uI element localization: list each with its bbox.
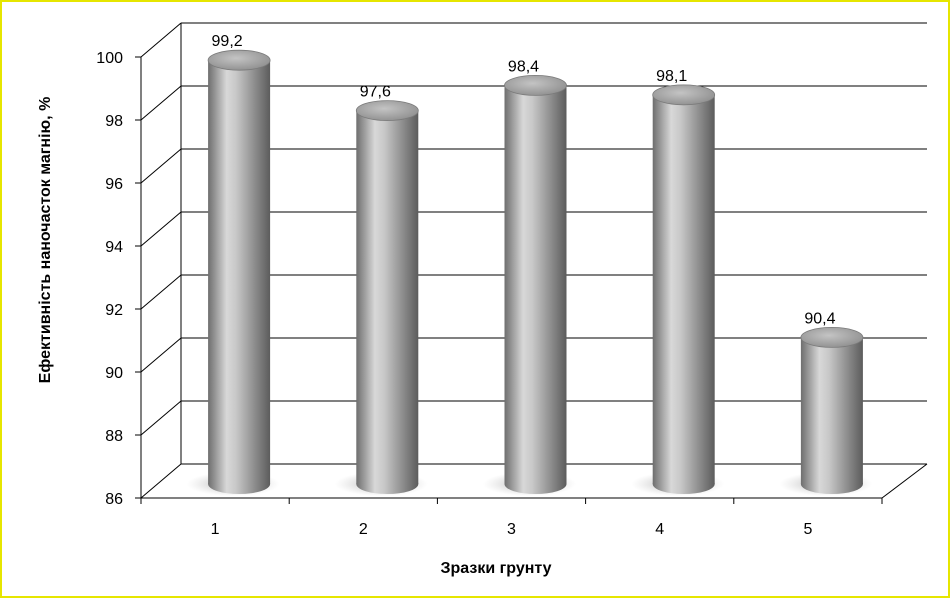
bar-base bbox=[208, 474, 271, 494]
data-label: 99,2 bbox=[212, 33, 243, 50]
data-label: 90,4 bbox=[804, 310, 835, 327]
y-tick-label: 92 bbox=[105, 302, 123, 319]
axes-layer bbox=[135, 23, 928, 504]
data-label: 98,4 bbox=[508, 58, 539, 75]
floor-right-edge bbox=[881, 463, 928, 499]
gridline-side bbox=[140, 274, 182, 310]
bar-base bbox=[800, 474, 863, 494]
bar-top bbox=[207, 49, 271, 71]
y-tick-label: 88 bbox=[105, 428, 123, 445]
x-tick-label: 2 bbox=[359, 521, 368, 538]
y-tick-label: 90 bbox=[105, 365, 123, 382]
x-axis-title: Зразки грунту bbox=[440, 560, 551, 577]
x-tick-label: 5 bbox=[803, 521, 812, 538]
gridline-side bbox=[140, 337, 182, 373]
y-axis-title: Ефективність наночасток магнію, % bbox=[37, 97, 54, 384]
y-tick-label: 100 bbox=[96, 50, 123, 67]
gridline-side bbox=[140, 22, 182, 58]
gridline-side bbox=[140, 463, 182, 499]
data-label: 98,1 bbox=[656, 68, 687, 85]
bar-3 bbox=[483, 75, 576, 496]
bar-4 bbox=[631, 84, 725, 496]
bar-top bbox=[355, 100, 419, 121]
x-tick-label: 1 bbox=[211, 521, 220, 538]
bar-2 bbox=[334, 100, 428, 496]
gridline-side bbox=[140, 400, 182, 436]
bar-body bbox=[208, 60, 271, 484]
bar-base bbox=[504, 474, 567, 494]
data-label: 97,6 bbox=[360, 84, 391, 101]
bar-top bbox=[652, 84, 716, 106]
bar-body bbox=[504, 85, 567, 485]
gridline-side bbox=[140, 85, 182, 121]
bars bbox=[186, 49, 873, 496]
gridline-side bbox=[140, 148, 182, 184]
y-tick-label: 94 bbox=[105, 239, 123, 256]
bar-1 bbox=[186, 49, 280, 496]
bar-body bbox=[356, 110, 419, 484]
labels: 86 88 90 92 94 96 98 100 99,2 1 97,6 2 98,4 3 98,1 4 90,… bbox=[96, 33, 835, 538]
x-tick-label: 3 bbox=[507, 521, 516, 538]
y-tick-label: 96 bbox=[105, 176, 123, 193]
y-tick-label: 98 bbox=[105, 113, 123, 130]
y-tick-label: 86 bbox=[105, 491, 123, 508]
bar-body bbox=[652, 94, 715, 484]
bar-top bbox=[504, 75, 567, 96]
bar-base bbox=[652, 474, 715, 494]
bar-body bbox=[800, 337, 863, 484]
x-tick-label: 4 bbox=[655, 521, 664, 538]
gridline-side bbox=[140, 211, 182, 247]
bar-base bbox=[356, 474, 419, 494]
bar-top bbox=[800, 326, 864, 348]
bar-5 bbox=[779, 326, 873, 496]
